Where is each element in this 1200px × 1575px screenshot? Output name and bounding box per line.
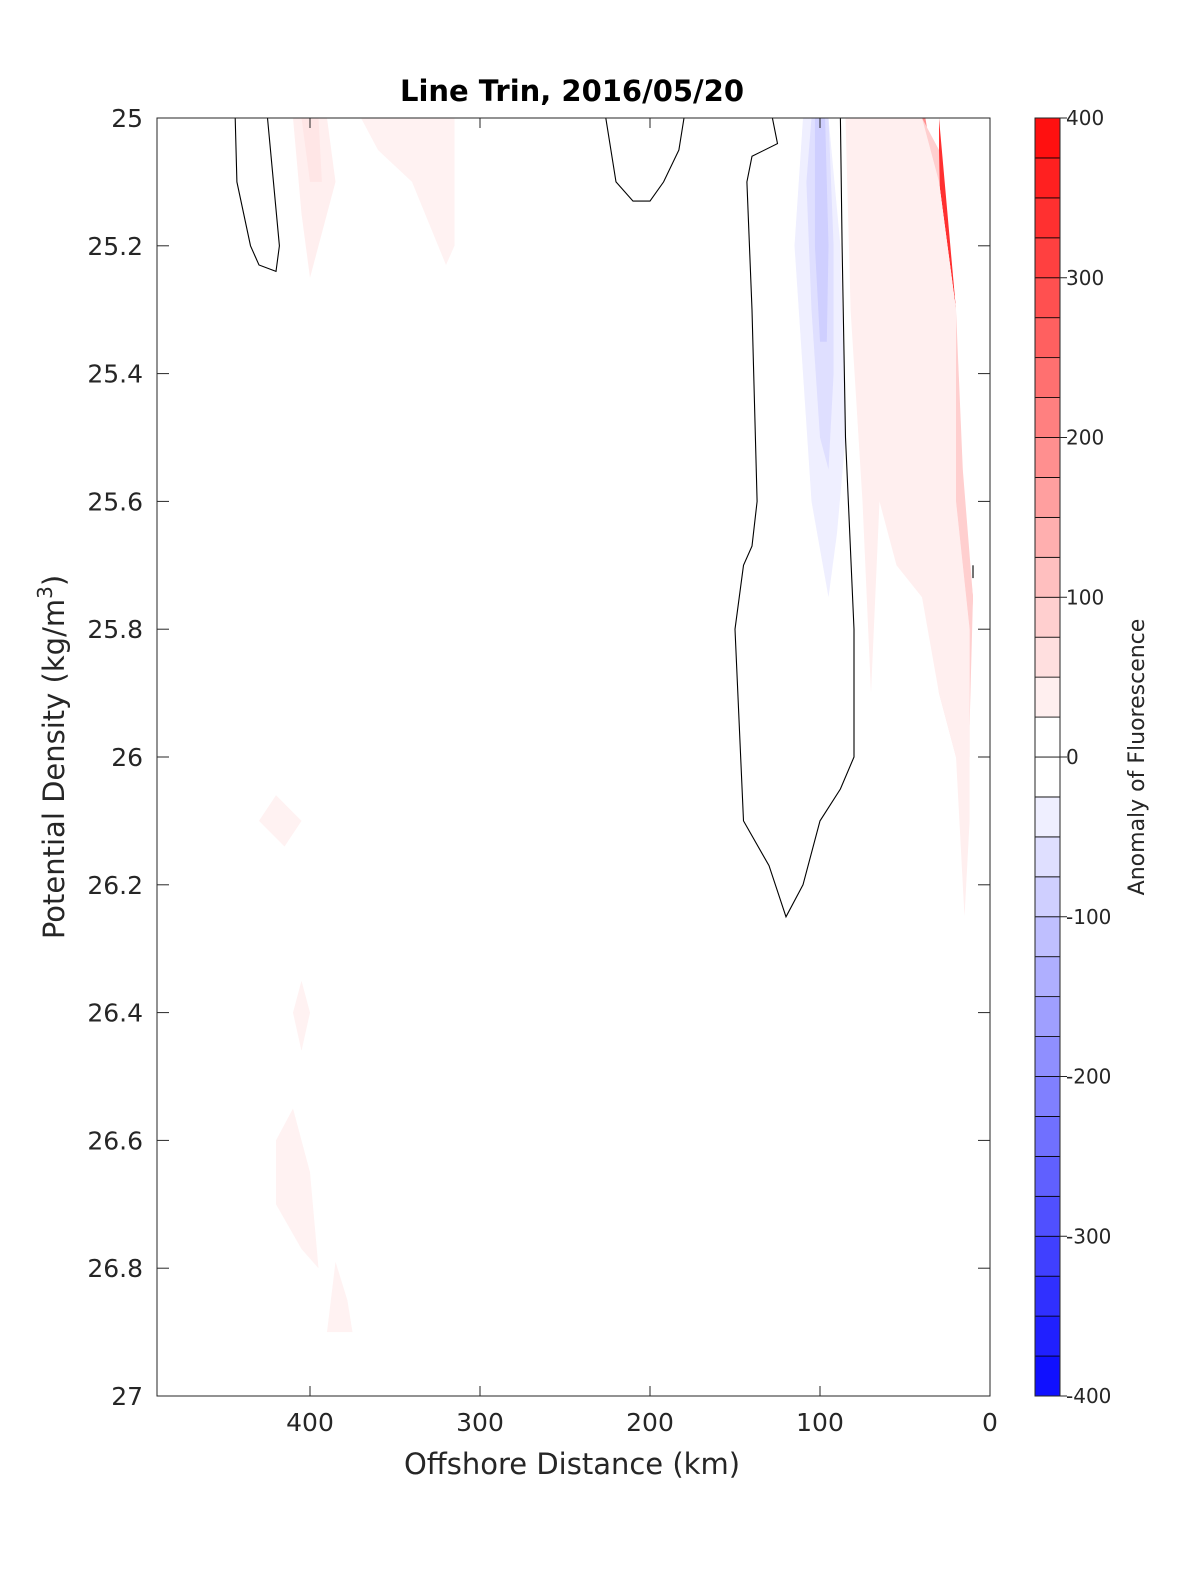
colorbar-step [1034, 636, 1061, 678]
x-tick-label: 100 [796, 1408, 844, 1437]
y-tick-label: 26.6 [87, 1126, 143, 1155]
y-axis-title-base: Potential Density (kg/m [37, 599, 71, 939]
colorbar-step [1034, 756, 1061, 798]
colorbar-step [1034, 1076, 1061, 1117]
y-axis-title-superscript: 3 [33, 586, 57, 599]
zero-contour-line [734, 118, 855, 919]
anomaly-regions [259, 118, 973, 1333]
y-tick-label: 26.2 [87, 871, 143, 900]
zero-contour-line [605, 118, 685, 202]
zero-contours [234, 118, 974, 919]
colorbar-tick-label: -300 [1066, 1224, 1111, 1248]
colorbar-step [1034, 516, 1061, 558]
colorbar-tick-label: -200 [1066, 1065, 1111, 1089]
anomaly-region [293, 118, 336, 278]
x-axis-ticks: 400 300 200 100 0 [286, 118, 998, 1437]
colorbar-step [1034, 357, 1061, 398]
colorbar-step [1034, 1036, 1061, 1077]
anomaly-region [939, 118, 965, 598]
chart-title: Line Trin, 2016/05/20 [400, 74, 744, 108]
colorbar-step [1034, 676, 1061, 718]
y-tick-label: 26 [111, 743, 143, 772]
colorbar-step [1034, 1235, 1061, 1277]
colorbar-tick-label: 200 [1066, 426, 1104, 450]
y-tick-label: 25.6 [87, 487, 143, 516]
x-tick-label: 400 [286, 1408, 334, 1437]
colorbar-step [1034, 117, 1061, 159]
colorbar-step [1034, 477, 1061, 518]
anomaly-region [327, 1261, 353, 1333]
colorbar-step [1034, 916, 1061, 958]
anomaly-region [814, 118, 829, 342]
anomaly-region [301, 118, 322, 182]
colorbar-step [1034, 197, 1061, 239]
y-axis-ticks: 25 25.2 25.4 25.6 25.8 26 26.2 26.4 26.6 26.8 27 [87, 104, 990, 1411]
colorbar-step [1034, 157, 1061, 199]
colorbar-step [1034, 277, 1061, 319]
colorbar-step [1034, 796, 1061, 838]
anomaly-region [259, 795, 302, 847]
y-tick-label: 26.4 [87, 999, 143, 1028]
colorbar-tick-label: 400 [1066, 106, 1104, 130]
y-tick-label: 25.4 [87, 360, 143, 389]
colorbar-title: Anomaly of Fluorescence [1125, 619, 1150, 896]
y-axis-title-close: ) [37, 575, 71, 586]
colorbar-step [1034, 237, 1061, 279]
anomaly-region [361, 118, 455, 265]
colorbar-tick-label: 300 [1066, 266, 1104, 290]
anomaly-region [293, 980, 310, 1051]
y-tick-label: 26.8 [87, 1254, 143, 1283]
colorbar-step [1034, 1155, 1061, 1197]
y-tick-label: 25 [111, 104, 143, 133]
colorbar-step [1034, 437, 1061, 478]
colorbar-step [1034, 956, 1061, 998]
x-axis-title: Offshore Distance (km) [404, 1447, 740, 1481]
colorbar-step [1034, 397, 1061, 438]
y-tick-label: 25.2 [87, 232, 143, 261]
colorbar-step [1034, 1315, 1061, 1357]
zero-contour-line [234, 118, 280, 273]
colorbar-step [1034, 1116, 1061, 1157]
colorbar-ticks: 400 300 200 100 0 -100 -200 -300 -400 [1060, 106, 1111, 1408]
colorbar-tick-label: 100 [1066, 585, 1104, 609]
colorbar-tick-label: 0 [1066, 745, 1079, 769]
x-tick-label: 200 [626, 1408, 674, 1437]
y-axis-title: Potential Density (kg/m3) [33, 575, 71, 939]
anomaly-region [845, 118, 970, 917]
x-tick-label: 0 [982, 1408, 998, 1437]
colorbar: 400 300 200 100 0 -100 -200 -300 -400 [1034, 106, 1111, 1408]
colorbar-steps [1034, 117, 1061, 1397]
colorbar-step [1034, 716, 1061, 758]
y-tick-label: 27 [111, 1382, 143, 1411]
plot-area: 400 300 200 100 0 25 25.2 25.4 25.6 25.8 26 26.2 26… [87, 104, 998, 1437]
colorbar-step [1034, 836, 1061, 878]
colorbar-step [1034, 996, 1061, 1037]
colorbar-step [1034, 876, 1061, 918]
anomaly-region [276, 1108, 319, 1269]
colorbar-step [1034, 1355, 1061, 1397]
colorbar-step [1034, 556, 1061, 598]
colorbar-step [1034, 317, 1061, 359]
colorbar-tick-label: -400 [1066, 1384, 1111, 1408]
y-tick-label: 25.8 [87, 615, 143, 644]
colorbar-step [1034, 1275, 1061, 1317]
colorbar-tick-label: -100 [1066, 905, 1111, 929]
x-tick-label: 300 [456, 1408, 504, 1437]
colorbar-step [1034, 596, 1061, 638]
colorbar-step [1034, 1195, 1061, 1237]
